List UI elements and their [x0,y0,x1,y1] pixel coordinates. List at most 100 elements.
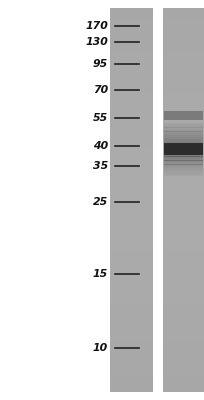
Bar [163,154,204,158]
Bar [110,50,153,54]
Bar [164,148,203,150]
Bar [164,135,203,137]
Bar [163,300,204,304]
Bar [163,330,204,334]
Bar [163,223,204,227]
Bar [164,133,203,134]
Bar [110,327,153,330]
Bar [163,212,204,215]
Bar [110,196,153,200]
Bar [163,258,204,262]
Bar [163,162,204,166]
Bar [110,204,153,208]
Bar [164,155,203,156]
Bar [110,246,153,250]
Bar [163,150,204,154]
Bar [164,171,203,172]
Bar [164,151,203,153]
Bar [163,158,204,162]
Text: 40: 40 [93,141,108,151]
Bar [164,175,203,176]
Bar [110,223,153,227]
Bar [164,111,203,120]
Bar [110,73,153,77]
Bar [164,167,203,168]
Bar [110,265,153,269]
Bar [163,142,204,146]
Text: 70: 70 [93,85,108,95]
Bar [110,42,153,46]
Bar [163,346,204,350]
Bar [163,284,204,288]
Bar [110,185,153,188]
Bar [110,173,153,177]
Bar [163,265,204,269]
Bar [164,142,203,144]
Bar [163,112,204,116]
Bar [164,158,203,159]
Bar [110,254,153,258]
Text: 95: 95 [93,59,108,69]
Bar [164,168,203,170]
Bar [110,158,153,162]
Text: 10: 10 [93,343,108,353]
Bar [163,365,204,369]
Bar [110,292,153,296]
Bar [163,277,204,281]
Bar [164,132,203,133]
Bar [163,131,204,135]
Bar [110,27,153,31]
Bar [163,54,204,58]
Bar [164,137,203,138]
Bar [163,273,204,277]
Bar [163,46,204,50]
Bar [110,311,153,315]
Bar [110,358,153,361]
Bar [164,152,203,154]
Bar [110,62,153,66]
Bar [164,126,203,128]
Bar [163,200,204,204]
Bar [163,250,204,254]
Bar [164,143,203,145]
Bar [110,104,153,108]
Bar [110,219,153,223]
Bar [110,85,153,89]
Bar [163,116,204,119]
Bar [110,138,153,142]
Bar [163,231,204,234]
Bar [163,269,204,273]
Bar [163,281,204,284]
Bar [110,188,153,192]
Bar [110,146,153,150]
Bar [163,173,204,177]
Bar [163,185,204,188]
Bar [110,269,153,273]
Bar [163,242,204,246]
Bar [163,119,204,123]
Bar [163,188,204,192]
Bar [110,231,153,234]
Bar [163,254,204,258]
Bar [110,116,153,119]
Bar [110,365,153,369]
Bar [110,258,153,262]
Bar [164,130,203,132]
Text: 35: 35 [93,161,108,171]
Bar [110,131,153,135]
Bar [110,304,153,308]
Bar [163,388,204,392]
Bar [163,12,204,16]
Bar [163,85,204,89]
Bar [110,273,153,277]
Bar [164,144,203,146]
Bar [163,89,204,92]
Bar [110,308,153,311]
Bar [164,164,203,166]
Bar [110,238,153,242]
Bar [110,334,153,338]
Bar [110,46,153,50]
Bar [110,112,153,116]
Bar [164,156,203,158]
Bar [110,39,153,42]
